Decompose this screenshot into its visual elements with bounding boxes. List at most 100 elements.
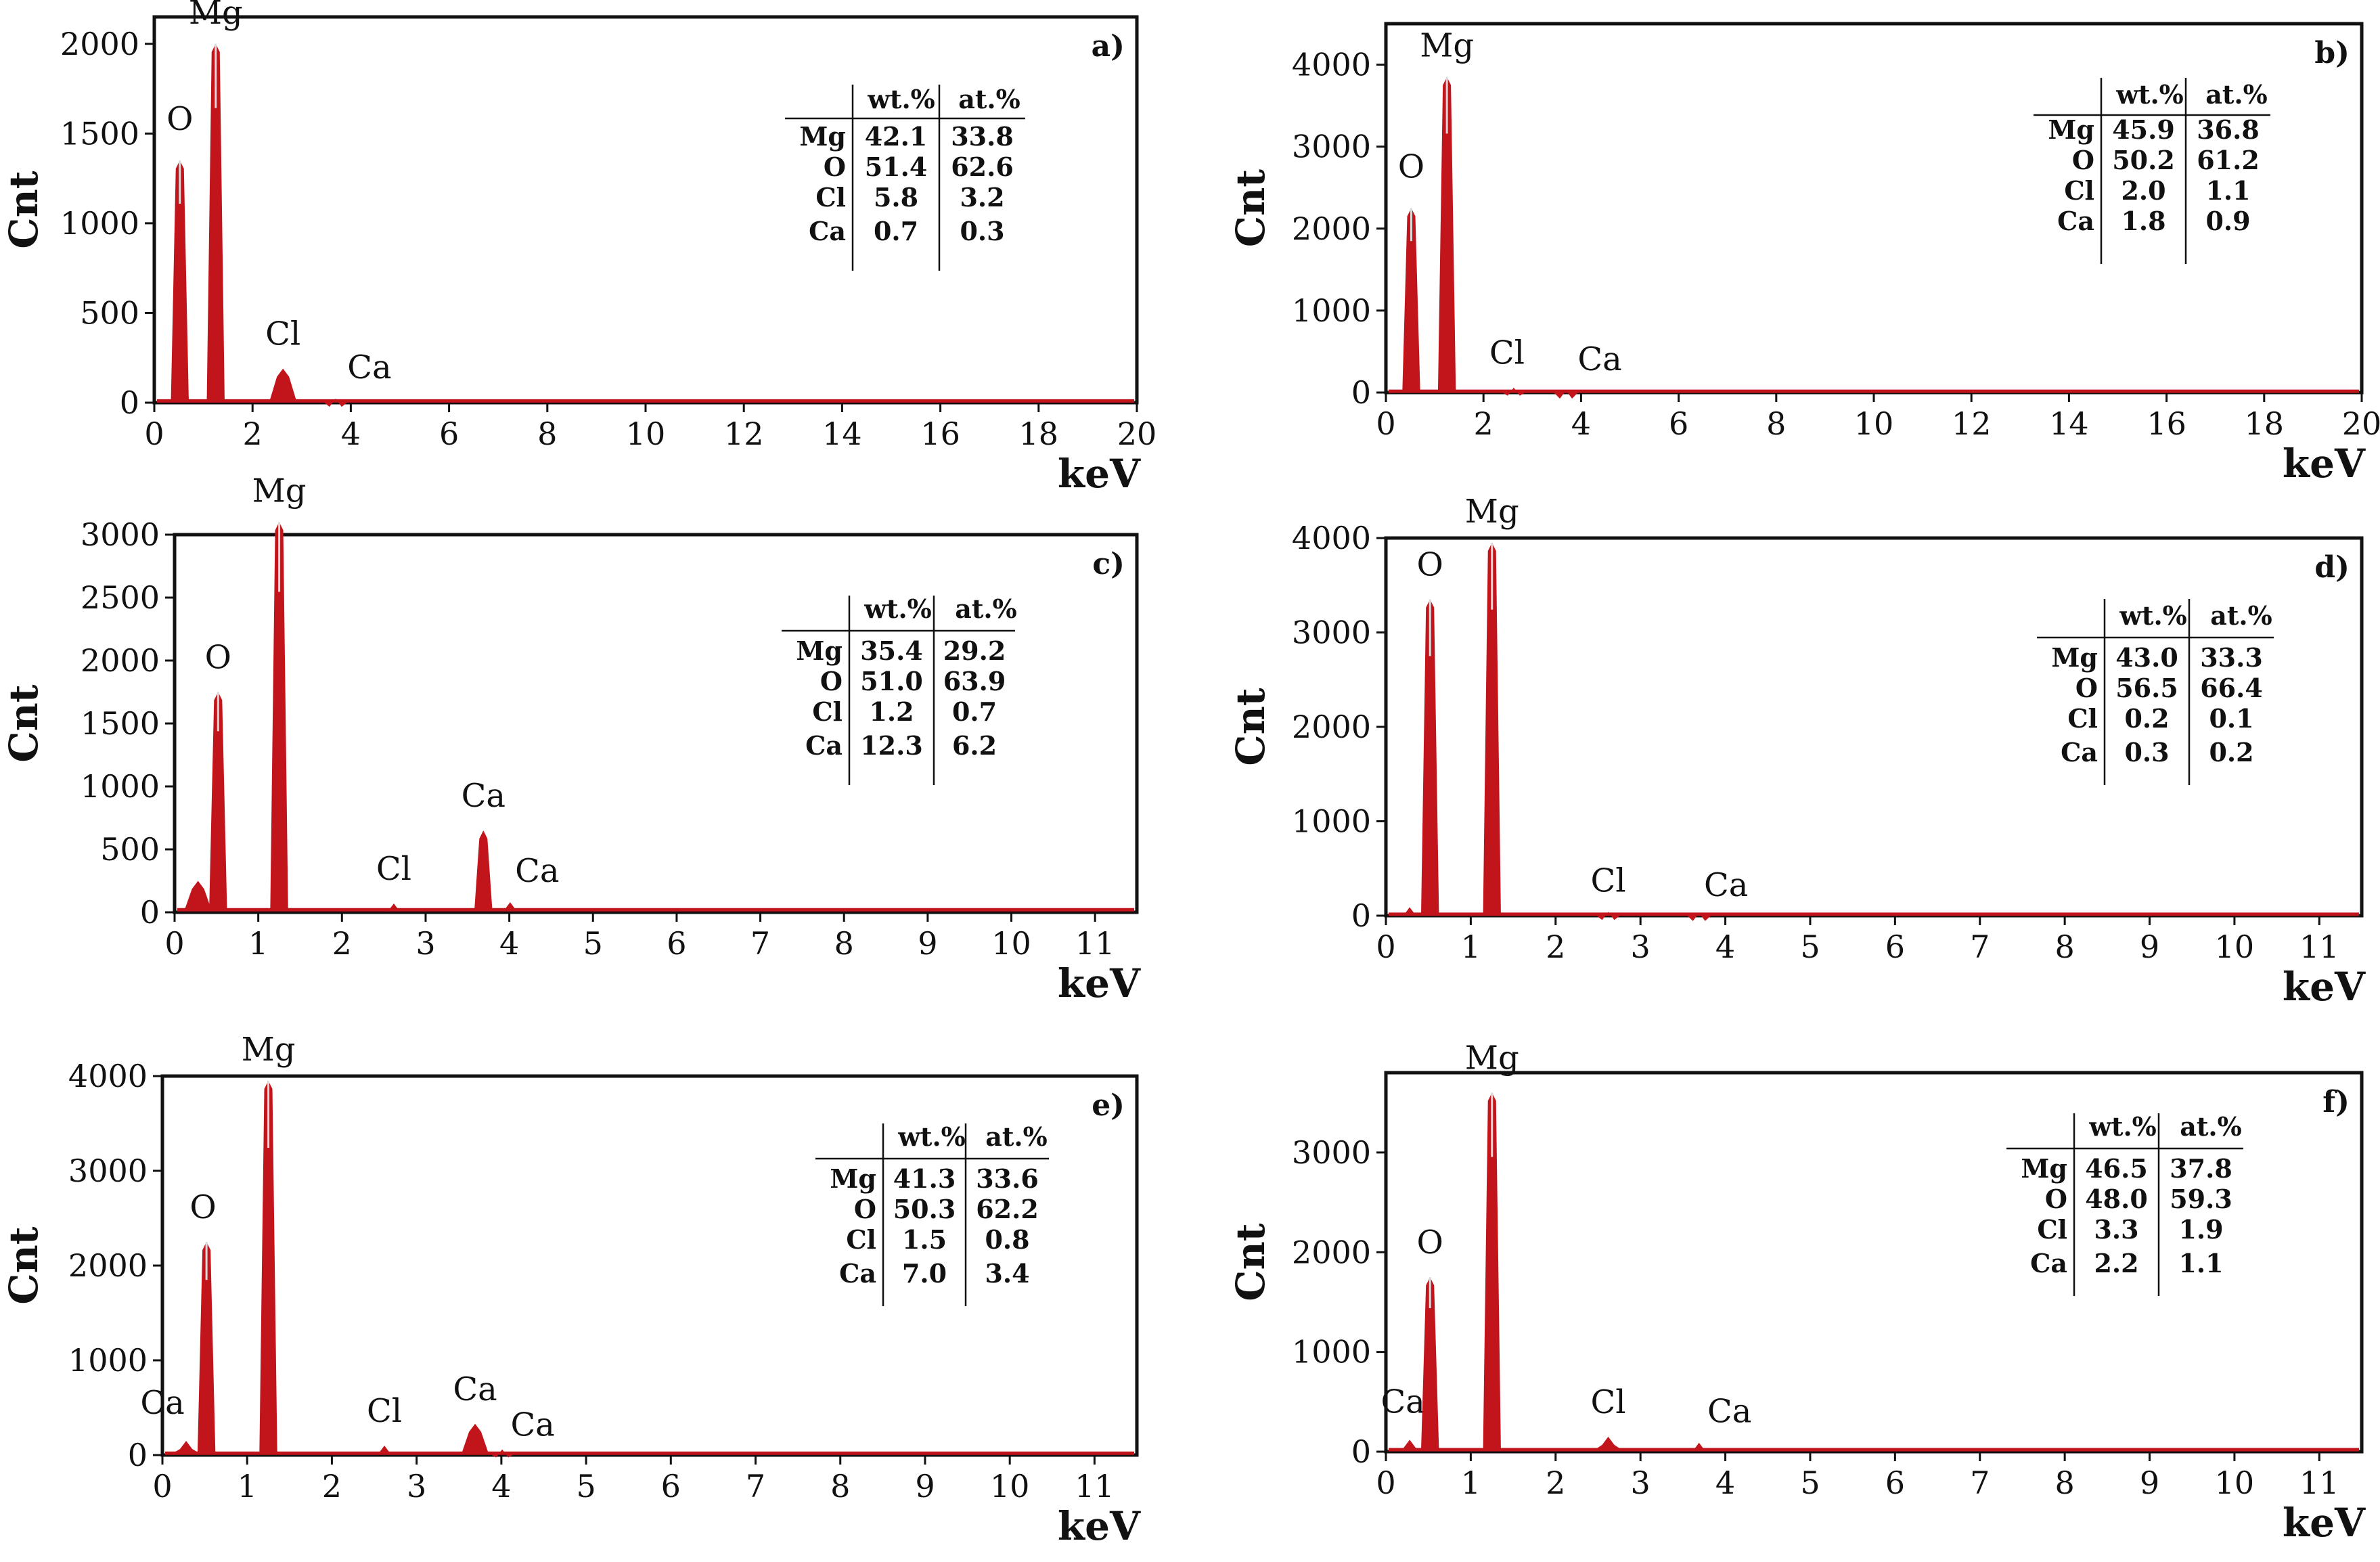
peak-element-label: Mg bbox=[252, 472, 307, 510]
x-tick-label: 3 bbox=[1631, 1465, 1651, 1501]
x-tick-label: 2 bbox=[1474, 405, 1494, 442]
y-tick-label: 2000 bbox=[68, 1247, 148, 1284]
x-tick-label: 10 bbox=[2215, 1465, 2255, 1501]
table-cell-wt: 50.3 bbox=[893, 1194, 956, 1224]
table-row-element: O bbox=[824, 152, 846, 182]
y-tick-label: 1000 bbox=[1292, 803, 1371, 840]
spectrum-peak bbox=[1421, 599, 1439, 914]
spectrum-peak bbox=[1594, 912, 1622, 920]
spectrum-panel: 0 1000 2000 3000 4000 0 1 2 3 4 5 6 7 8 9 10 11 Cnt keV e) C… bbox=[1, 1031, 1141, 1549]
x-tick-label: 4 bbox=[1715, 929, 1735, 965]
table-cell-at: 0.1 bbox=[2209, 703, 2253, 734]
x-tick-label: 8 bbox=[1766, 405, 1786, 442]
peak-element-label: Cl bbox=[1590, 1383, 1625, 1421]
x-tick-label: 4 bbox=[341, 416, 361, 452]
y-tick-label: 500 bbox=[80, 294, 139, 331]
table-column-header: wt.% bbox=[863, 594, 932, 624]
table-row-element: Mg bbox=[2051, 642, 2098, 673]
x-tick-label: 14 bbox=[822, 416, 862, 452]
table-row-element: O bbox=[820, 666, 843, 696]
y-tick-label: 3000 bbox=[81, 516, 160, 553]
spectrum-peak bbox=[197, 1242, 216, 1454]
x-tick-label: 6 bbox=[439, 416, 459, 452]
x-tick-label: 4 bbox=[1715, 1465, 1735, 1501]
peak-element-label: Mg bbox=[1420, 27, 1474, 65]
spectrum-peak bbox=[1483, 542, 1501, 914]
table-cell-at: 63.9 bbox=[943, 666, 1006, 696]
spectrum-peak bbox=[1437, 76, 1456, 392]
x-axis-label: keV bbox=[2283, 441, 2366, 487]
spectrum-peak bbox=[270, 522, 288, 910]
table-cell-at: 0.9 bbox=[2205, 206, 2250, 236]
table-cell-wt: 2.0 bbox=[2121, 175, 2165, 206]
x-tick-label: 3 bbox=[416, 925, 435, 962]
table-cell-at: 37.8 bbox=[2170, 1153, 2232, 1184]
composition-table: wt.% at.% Mg 42.1 33.8 O 51.4 62.6 Cl 5.8 3.2 Ca 0.7… bbox=[785, 84, 1025, 271]
table-column-header: at.% bbox=[2210, 600, 2272, 631]
y-tick-label: 0 bbox=[1351, 1433, 1371, 1470]
peak-element-label: Ca bbox=[1380, 1383, 1424, 1421]
spectrum-peak bbox=[1594, 1436, 1622, 1450]
spectrum-panel: 0 1000 2000 3000 4000 0 1 2 3 4 5 6 7 8 9 10 11 Cnt keV d) O… bbox=[1228, 493, 2366, 1010]
peak-element-label: O bbox=[1417, 1224, 1443, 1262]
peak-element-label: Cl bbox=[367, 1392, 402, 1430]
x-axis-label: keV bbox=[2283, 1500, 2366, 1546]
spectrum-peak bbox=[1500, 387, 1527, 396]
spectrum-peak bbox=[1483, 1092, 1501, 1450]
peak-element-label: O bbox=[1417, 546, 1443, 584]
table-cell-wt: 56.5 bbox=[2115, 673, 2178, 703]
y-tick-label: 0 bbox=[120, 384, 139, 421]
y-tick-label: 3000 bbox=[1292, 615, 1371, 651]
table-cell-at: 0.8 bbox=[985, 1224, 1029, 1255]
x-tick-label: 1 bbox=[238, 1468, 257, 1504]
x-tick-label: 3 bbox=[407, 1468, 426, 1504]
x-tick-label: 1 bbox=[248, 925, 268, 962]
x-tick-label: 9 bbox=[918, 925, 937, 962]
table-row-element: Ca bbox=[839, 1258, 876, 1289]
x-tick-label: 1 bbox=[1461, 1465, 1481, 1501]
y-axis-label: Cnt bbox=[1228, 1223, 1274, 1301]
table-column-header: at.% bbox=[958, 84, 1020, 114]
x-tick-label: 7 bbox=[746, 1468, 765, 1504]
x-tick-label: 0 bbox=[1376, 929, 1395, 965]
y-tick-label: 3000 bbox=[1292, 129, 1371, 165]
table-cell-at: 6.2 bbox=[952, 730, 997, 761]
spectrum-peak bbox=[380, 903, 407, 912]
spectrum-peak bbox=[184, 880, 212, 910]
table-row-element: Ca bbox=[805, 730, 843, 761]
x-tick-label: 1 bbox=[1461, 929, 1481, 965]
x-tick-label: 6 bbox=[1885, 929, 1905, 965]
peak-element-label: Mg bbox=[1465, 493, 1519, 531]
table-cell-wt: 46.5 bbox=[2085, 1153, 2148, 1184]
peak-element-label: Ca bbox=[1707, 1393, 1751, 1431]
spectrum-panel: 0 500 1000 1500 2000 2500 3000 0 1 2 3 4 5 6 7 8 9 10 11 Cn… bbox=[1, 472, 1141, 1006]
table-column-header: at.% bbox=[985, 1121, 1048, 1152]
x-tick-label: 8 bbox=[537, 416, 557, 452]
y-tick-label: 0 bbox=[1351, 374, 1371, 411]
spectrum-peak bbox=[1685, 1442, 1713, 1451]
table-cell-wt: 41.3 bbox=[893, 1163, 956, 1194]
table-row-element: O bbox=[2045, 1184, 2067, 1214]
table-column-header: wt.% bbox=[2088, 1111, 2157, 1142]
table-column-header: wt.% bbox=[2119, 600, 2187, 631]
x-tick-label: 8 bbox=[2055, 1465, 2074, 1501]
y-tick-label: 1500 bbox=[81, 705, 160, 742]
table-row-element: Cl bbox=[846, 1224, 876, 1255]
table-row-element: Cl bbox=[2064, 175, 2094, 206]
y-tick-label: 0 bbox=[1351, 897, 1371, 934]
peak-element-label: O bbox=[166, 100, 193, 138]
spectrum-peak bbox=[1421, 1277, 1439, 1450]
x-tick-label: 18 bbox=[1019, 416, 1059, 452]
y-tick-label: 1000 bbox=[1292, 292, 1371, 329]
x-tick-label: 12 bbox=[1952, 405, 1992, 442]
spectrum-peak bbox=[206, 43, 225, 401]
table-cell-at: 3.4 bbox=[985, 1258, 1029, 1289]
x-tick-label: 0 bbox=[1376, 405, 1395, 442]
composition-table: wt.% at.% Mg 45.9 36.8 O 50.2 61.2 Cl 2.0 1.1 Ca 1.8… bbox=[2034, 78, 2270, 264]
table-cell-wt: 12.3 bbox=[860, 730, 923, 761]
table-row-element: Mg bbox=[796, 635, 843, 666]
spectrum-peak bbox=[1402, 208, 1420, 392]
x-tick-label: 2 bbox=[243, 416, 263, 452]
peak-element-label: O bbox=[189, 1188, 216, 1226]
x-tick-label: 10 bbox=[626, 416, 666, 452]
